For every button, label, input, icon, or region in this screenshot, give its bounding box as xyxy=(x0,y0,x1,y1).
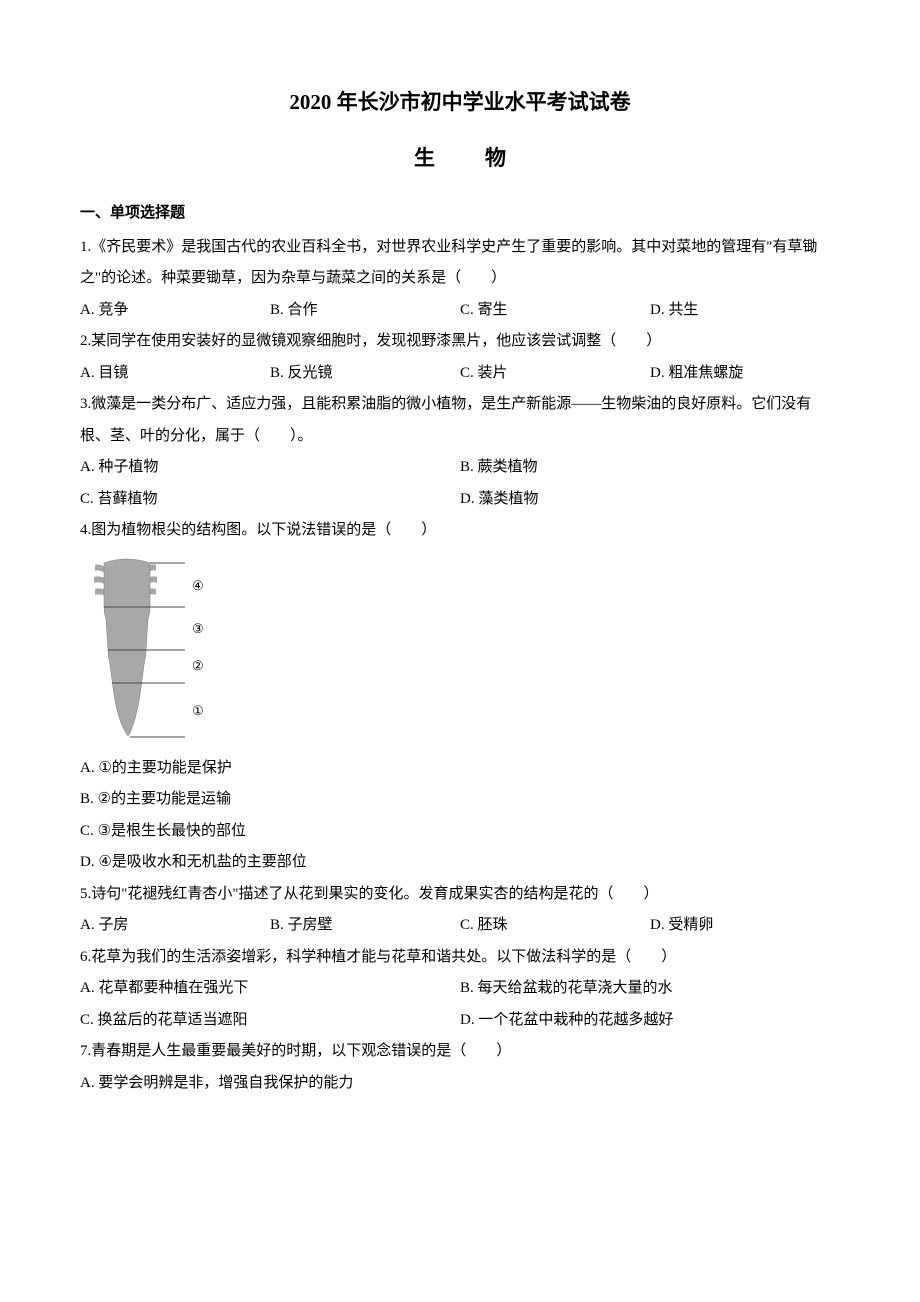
question-text: 1.《齐民要术》是我国古代的农业百科全书，对世界农业科学史产生了重要的影响。其中… xyxy=(80,232,840,295)
option-d: D. 藻类植物 xyxy=(460,484,840,516)
options-row: A. 竞争 B. 合作 C. 寄生 D. 共生 xyxy=(80,295,840,327)
options-row: A. 子房 B. 子房壁 C. 胚珠 D. 受精卵 xyxy=(80,910,840,942)
option-a: A. 花草都要种植在强光下 xyxy=(80,973,460,1005)
option-c: C. 苔藓植物 xyxy=(80,484,460,516)
question-1: 1.《齐民要术》是我国古代的农业百科全书，对世界农业科学史产生了重要的影响。其中… xyxy=(80,232,840,327)
question-2: 2.某同学在使用安装好的显微镜观察细胞时，发现视野漆黑片，他应该尝试调整（ ） … xyxy=(80,326,840,389)
document-title-sub: 生物 xyxy=(80,136,840,180)
svg-text:②: ② xyxy=(192,658,204,673)
section-header: 一、单项选择题 xyxy=(80,198,840,230)
option-b: B. 合作 xyxy=(270,295,460,327)
document-title-main: 2020 年长沙市初中学业水平考试试卷 xyxy=(80,80,840,124)
option-a: A. 种子植物 xyxy=(80,452,460,484)
option-a: A. 目镜 xyxy=(80,358,270,390)
svg-text:③: ③ xyxy=(192,621,204,636)
option-a: A. 要学会明辨是非，增强自我保护的能力 xyxy=(80,1068,840,1100)
option-d: D. 受精卵 xyxy=(650,910,840,942)
option-d: D. 共生 xyxy=(650,295,840,327)
question-text: 3.微藻是一类分布广、适应力强，且能积累油脂的微小植物，是生产新能源——生物柴油… xyxy=(80,389,840,452)
option-d: D. ④是吸收水和无机盐的主要部位 xyxy=(80,847,840,879)
options-row: A. 目镜 B. 反光镜 C. 装片 D. 粗准焦螺旋 xyxy=(80,358,840,390)
option-c: C. 装片 xyxy=(460,358,650,390)
option-d: D. 一个花盆中栽种的花越多越好 xyxy=(460,1005,840,1037)
option-d: D. 粗准焦螺旋 xyxy=(650,358,840,390)
options-row: A. ①的主要功能是保护 B. ②的主要功能是运输 C. ③是根生长最快的部位 … xyxy=(80,753,840,879)
option-b: B. ②的主要功能是运输 xyxy=(80,784,840,816)
question-6: 6.花草为我们的生活添姿增彩，科学种植才能与花草和谐共处。以下做法科学的是（ ）… xyxy=(80,942,840,1037)
option-c: C. 胚珠 xyxy=(460,910,650,942)
question-text: 2.某同学在使用安装好的显微镜观察细胞时，发现视野漆黑片，他应该尝试调整（ ） xyxy=(80,326,840,358)
option-b: B. 子房壁 xyxy=(270,910,460,942)
question-5: 5.诗句"花褪残红青杏小"描述了从花到果实的变化。发育成果实杏的结构是花的（ ）… xyxy=(80,879,840,942)
question-3: 3.微藻是一类分布广、适应力强，且能积累油脂的微小植物，是生产新能源——生物柴油… xyxy=(80,389,840,515)
option-b: B. 蕨类植物 xyxy=(460,452,840,484)
question-7: 7.青春期是人生最重要最美好的时期，以下观念错误的是（ ） A. 要学会明辨是非… xyxy=(80,1036,840,1099)
svg-text:①: ① xyxy=(192,703,204,718)
option-b: B. 反光镜 xyxy=(270,358,460,390)
options-row: A. 种子植物 B. 蕨类植物 C. 苔藓植物 D. 藻类植物 xyxy=(80,452,840,515)
option-a: A. 竞争 xyxy=(80,295,270,327)
options-row: A. 要学会明辨是非，增强自我保护的能力 xyxy=(80,1068,840,1100)
question-4: 4.图为植物根尖的结构图。以下说法错误的是（ ） ④ ③ ② ① A. ①的主要… xyxy=(80,515,840,879)
option-c: C. ③是根生长最快的部位 xyxy=(80,816,840,848)
option-c: C. 寄生 xyxy=(460,295,650,327)
option-a: A. ①的主要功能是保护 xyxy=(80,753,840,785)
option-a: A. 子房 xyxy=(80,910,270,942)
option-b: B. 每天给盆栽的花草浇大量的水 xyxy=(460,973,840,1005)
question-text: 7.青春期是人生最重要最美好的时期，以下观念错误的是（ ） xyxy=(80,1036,840,1068)
root-tip-diagram: ④ ③ ② ① xyxy=(80,555,210,745)
option-c: C. 换盆后的花草适当遮阳 xyxy=(80,1005,460,1037)
question-text: 6.花草为我们的生活添姿增彩，科学种植才能与花草和谐共处。以下做法科学的是（ ） xyxy=(80,942,840,974)
options-row: A. 花草都要种植在强光下 B. 每天给盆栽的花草浇大量的水 C. 换盆后的花草… xyxy=(80,973,840,1036)
question-text: 4.图为植物根尖的结构图。以下说法错误的是（ ） xyxy=(80,515,840,547)
svg-text:④: ④ xyxy=(192,578,204,593)
question-text: 5.诗句"花褪残红青杏小"描述了从花到果实的变化。发育成果实杏的结构是花的（ ） xyxy=(80,879,840,911)
